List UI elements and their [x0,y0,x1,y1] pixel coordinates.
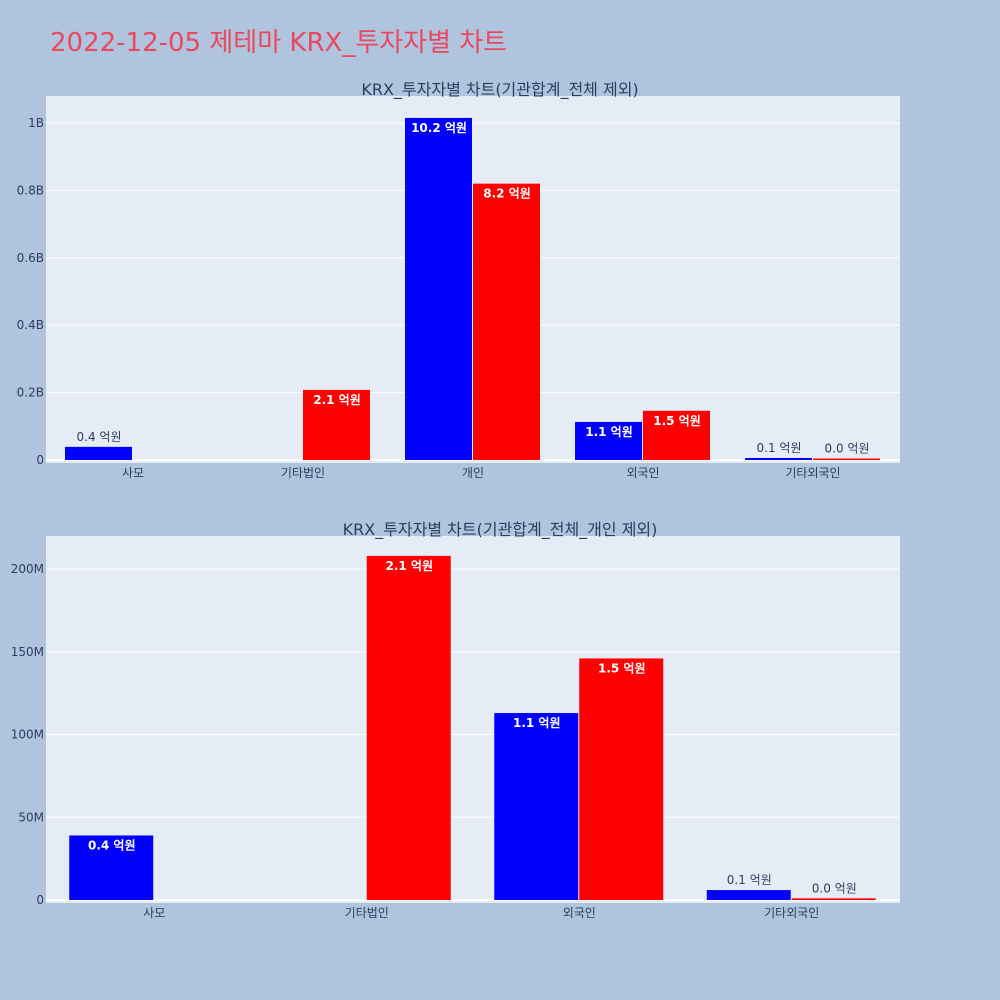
y-tick-label: 150M [11,645,44,659]
page-title: 2022-12-05 제테마 KRX_투자자별 차트 [50,28,508,58]
x-tick-label: 외국인 [626,466,659,480]
plot-area [46,536,900,903]
bar [791,898,876,900]
bar [745,457,812,460]
bar [366,555,451,900]
bar [473,183,540,460]
bar-data-label: 2.1 억원 [313,393,361,407]
bar-data-label: 2.1 억원 [385,559,433,573]
y-tick-label: 0.4B [17,318,44,332]
chart-1: 0 0.2B 0.4B 0.6B 0.8B 1B KRX_투자자별 차트(기관합계_전체 제… [17,80,900,480]
chart-title: KRX_투자자별 차트(기관합계_전체_개인 제외) [343,520,658,540]
bar-data-label: 0.1 억원 [757,441,802,455]
bar [303,389,370,460]
bar-data-label: 1.5 억원 [653,414,701,428]
bar-data-label: 1.5 억원 [598,661,646,675]
bar-data-label: 0.1 억원 [727,873,772,887]
bar [706,890,791,900]
y-tick-label: 0.2B [17,386,44,400]
bar [575,421,642,460]
x-tick-label: 사모 [143,906,165,920]
y-tick-label: 50M [18,810,44,824]
y-tick-label: 1B [28,116,44,130]
bar [579,658,664,900]
bar [643,410,710,460]
x-tick-label: 기타법인 [281,466,325,480]
bar-data-label: 1.1 억원 [585,425,633,439]
x-tick-label: 기타법인 [345,906,389,920]
y-tick-label: 0 [36,893,44,907]
y-tick-label: 0.8B [17,183,44,197]
bar [69,835,154,900]
bar-data-label: 0.4 억원 [88,838,136,852]
bar [65,446,132,460]
bar [405,117,472,460]
chart-title: KRX_투자자별 차트(기관합계_전체 제외) [361,80,638,100]
x-tick-label: 사모 [122,466,144,480]
y-tick-label: 100M [11,728,44,742]
x-tick-label: 기타외국인 [785,466,840,480]
bar-data-label: 10.2 억원 [411,121,467,135]
bar [813,458,880,460]
x-tick-label: 개인 [462,466,484,480]
x-tick-label: 외국인 [563,906,596,920]
y-tick-label: 0.6B [17,251,44,265]
bar-data-label: 0.0 억원 [825,442,870,456]
chart-2: 0 50M 100M 150M 200M KRX_투자자별 차트(기관합계_전체_개인 제… [11,520,900,920]
bar-data-label: 0.0 억원 [812,881,857,895]
x-tick-label: 기타외국인 [764,906,819,920]
bar-data-label: 0.4 억원 [77,430,122,444]
bar [494,713,579,900]
y-tick-label: 0 [36,453,44,467]
bar-data-label: 8.2 억원 [483,187,531,201]
bar-data-label: 1.1 억원 [513,716,561,730]
y-tick-label: 200M [11,562,44,576]
